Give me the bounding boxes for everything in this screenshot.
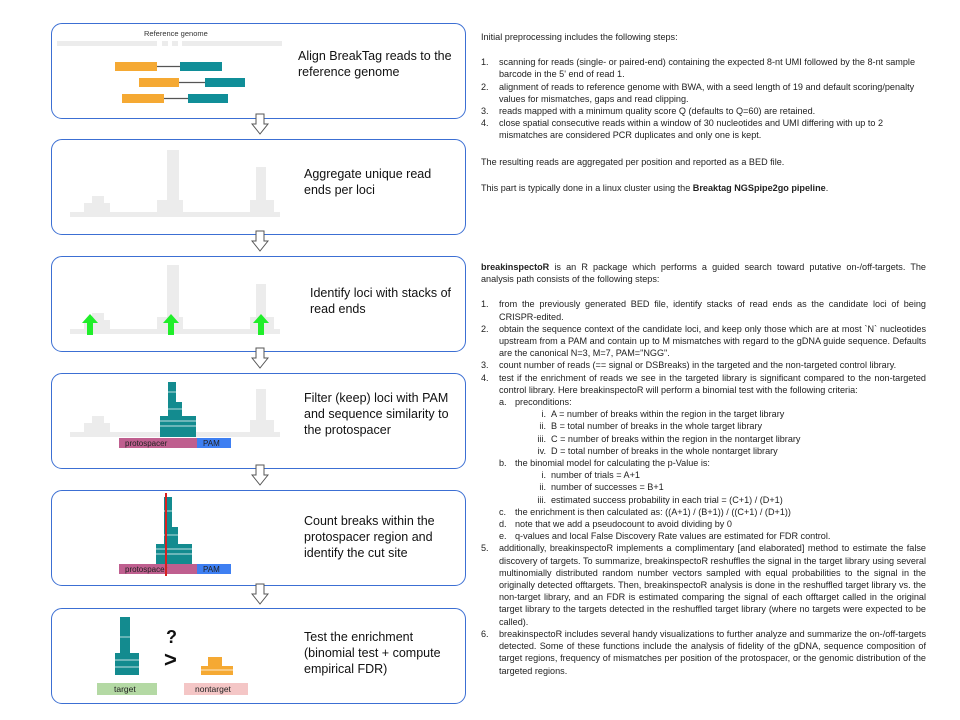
paired-read (139, 78, 245, 87)
green-up-arrow-icon (82, 314, 98, 335)
read-end-stacks (70, 265, 280, 334)
pam-label: PAM (203, 565, 220, 574)
step-filter-title: Filter (keep) loci with PAM and sequence… (304, 391, 449, 437)
pam-filter-illustration: protospacer PAM (70, 382, 280, 448)
list-item: 4. test if the enrichment of reads we see… (481, 372, 926, 542)
reference-genome-bar (57, 41, 157, 46)
step-identify-title: Identify loci with stacks of read ends (310, 286, 452, 316)
teal-peak (160, 382, 196, 437)
sub-sub-list: i. A = number of breaks within the region… (515, 408, 926, 457)
sub-list: a. preconditions: i. A = number of breaks … (499, 396, 926, 542)
teal-peak (156, 497, 192, 565)
list-item: c. the enrichment is then calculated as: … (499, 506, 791, 517)
read-alignment-illustration: Reference genome (57, 29, 282, 103)
list-item: 1. from the previously generated BED file… (481, 299, 926, 322)
list-item: 6. breakinspectoR includes several handy … (481, 628, 926, 676)
list-item: 5. additionally, breakinspectoR implement… (481, 543, 926, 627)
protospacer-label: protospacer (125, 565, 168, 574)
step-count-box: protospacer PAM Count breaks within the … (51, 490, 466, 586)
step-align-title: Align BreakTag reads to the reference ge… (298, 49, 452, 79)
protospacer-label: protospacer (125, 439, 168, 448)
nontarget-label: nontarget (195, 684, 232, 694)
nontarget-label-bg (184, 683, 248, 695)
protospacer-bar (119, 438, 197, 448)
list-item: a. preconditions: i. A = number of breaks … (499, 396, 926, 457)
target-label-bg (97, 683, 157, 695)
list-item: ii. number of successes = B+1 (539, 482, 664, 493)
question-mark: ? (166, 627, 177, 647)
cluster-note: This part is typically done in a linux c… (481, 182, 829, 193)
paired-read (115, 62, 222, 71)
green-up-arrow-icon (253, 314, 269, 335)
list-item: 2. alignment of reads to reference genome… (481, 81, 915, 104)
down-arrow-icon (251, 583, 269, 605)
preprocessing-panel: Initial preprocessing includes the follo… (481, 31, 926, 194)
list-item: 1. scanning for reads (single- or paired-… (481, 57, 916, 80)
package-name: breakinspectoR (481, 262, 550, 272)
pam-bar (197, 438, 231, 448)
down-arrow-icon (251, 230, 269, 252)
list-item: iv. D = total number of breaks in the who… (537, 445, 778, 456)
list-item: iii. C = number of breaks within the regi… (537, 433, 801, 444)
list-item: iii. estimated success probability in eac… (537, 494, 783, 505)
paired-read (122, 94, 228, 103)
list-item: i. number of trials = A+1 (541, 470, 640, 481)
reference-genome-bar (172, 41, 178, 46)
pipeline-name: Breaktag NGSpipe2go pipeline (692, 182, 826, 193)
read-end-stacks (70, 150, 280, 217)
down-arrow-icon (251, 347, 269, 369)
reference-genome-label: Reference genome (144, 29, 208, 38)
target-stack (115, 617, 139, 675)
protospacer-bar (119, 564, 197, 574)
enrichment-test-illustration: target ? > nontarget (97, 617, 248, 695)
preprocessing-list: 1. scanning for reads (single- or paired-… (481, 56, 926, 141)
list-item: 3. count number of reads (== signal or DS… (481, 360, 897, 371)
sub-sub-list: i. number of trials = A+1 ii. number of su… (515, 469, 926, 506)
step-count-title: Count breaks within the protospacer regi… (304, 514, 435, 560)
nontarget-stack (201, 657, 233, 675)
pam-label: PAM (203, 439, 220, 448)
aggregation-note: The resulting reads are aggregated per p… (481, 156, 785, 167)
breakinspector-list: 1. from the previously generated BED file… (481, 298, 926, 676)
step-identify-box: Identify loci with stacks of read ends (51, 256, 466, 352)
list-item: 4. close spatial consecutive reads within… (481, 118, 884, 141)
target-label: target (114, 684, 136, 694)
list-item: ii. B = total number of breaks in the who… (539, 421, 763, 432)
list-item: d. note that we add a pseudocount to avoi… (499, 519, 732, 530)
reference-genome-bar (162, 41, 168, 46)
preprocessing-intro: Initial preprocessing includes the follo… (481, 32, 678, 42)
step-aggregate-box: Aggregate unique read ends per loci (51, 139, 466, 235)
breakinspector-panel: breakinspectoR is an R package which per… (481, 261, 926, 677)
green-up-arrow-icon (163, 314, 179, 335)
list-item: b. the binomial model for calculating the… (499, 457, 926, 506)
pam-bar (197, 564, 231, 574)
step-filter-box: protospacer PAM Filter (keep) loci with … (51, 373, 466, 469)
step-align-box: Reference genome Align BreakTag reads to… (51, 23, 466, 119)
step-test-box: target ? > nontarget Test the enrichment… (51, 608, 466, 704)
breakinspector-intro: breakinspectoR is an R package which per… (481, 262, 926, 285)
read-ends-histogram (70, 150, 280, 217)
cut-site-illustration: protospacer PAM (119, 493, 231, 576)
step-test-title: Test the enrichment (binomial test + com… (304, 630, 441, 676)
list-item: i. A = number of breaks within the region… (541, 409, 785, 420)
step-aggregate-title: Aggregate unique read ends per loci (304, 167, 432, 197)
list-item: 2. obtain the sequence context of the can… (481, 323, 926, 359)
list-item: e. q-values and local False Discovery Rat… (499, 531, 831, 542)
list-item: 3. reads mapped with a minimum quality sc… (481, 106, 816, 117)
down-arrow-icon (251, 464, 269, 486)
stack-identification-illustration (70, 265, 280, 335)
down-arrow-icon (251, 113, 269, 135)
reference-genome-bar (182, 41, 282, 46)
greater-than-sign: > (164, 647, 177, 672)
